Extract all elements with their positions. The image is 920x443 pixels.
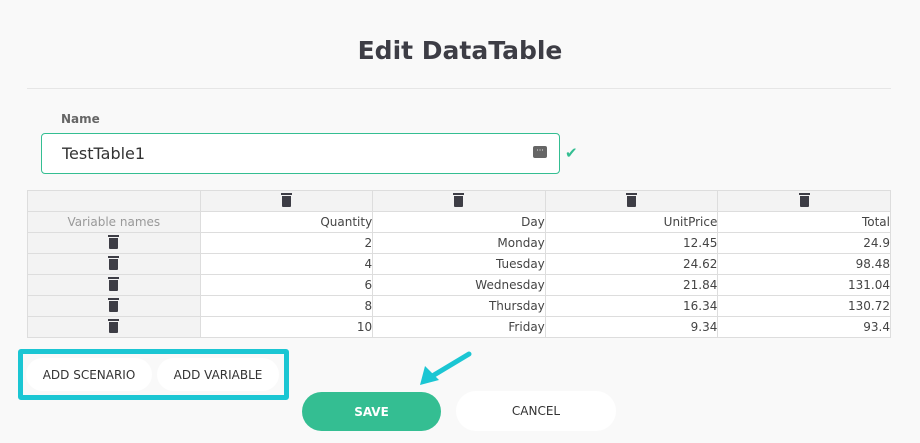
keyboard-icon[interactable]: ··· — [533, 146, 547, 158]
header-row: Variable names Quantity Day UnitPrice Total — [27, 211, 891, 233]
variable-names-header: Variable names — [27, 211, 201, 233]
table-cell[interactable]: Thursday — [372, 295, 546, 317]
delete-column-row — [27, 190, 891, 212]
table-cell[interactable]: Friday — [372, 316, 546, 338]
table-cell[interactable]: 98.48 — [717, 253, 891, 275]
table-cell[interactable]: 9.34 — [544, 316, 719, 338]
trash-icon[interactable] — [453, 193, 465, 207]
table-cell[interactable]: 24.62 — [544, 253, 719, 275]
table-cell[interactable]: 93.4 — [717, 316, 891, 338]
save-button[interactable]: SAVE — [302, 392, 441, 431]
cancel-button[interactable]: CANCEL — [456, 391, 616, 431]
data-table: Variable names Quantity Day UnitPrice Total 2… — [27, 190, 891, 338]
column-header[interactable]: UnitPrice — [544, 211, 719, 233]
trash-icon[interactable] — [108, 256, 120, 270]
table-cell[interactable]: 12.45 — [544, 232, 719, 254]
table-cell[interactable]: 130.72 — [717, 295, 891, 317]
trash-icon[interactable] — [108, 277, 120, 291]
arrow-pointer — [420, 351, 472, 385]
table-cell[interactable]: Monday — [372, 232, 546, 254]
table-cell[interactable]: 21.84 — [544, 274, 719, 296]
table-row: 4 Tuesday 24.62 98.48 — [27, 253, 891, 275]
table-cell[interactable]: 16.34 — [544, 295, 719, 317]
column-header[interactable]: Day — [372, 211, 546, 233]
trash-icon[interactable] — [798, 193, 810, 207]
name-input[interactable] — [41, 133, 560, 174]
trash-icon[interactable] — [108, 235, 120, 249]
table-cell[interactable]: 8 — [199, 295, 374, 317]
table-cell[interactable]: 4 — [199, 253, 374, 275]
trash-icon[interactable] — [108, 319, 120, 333]
divider — [27, 88, 891, 89]
highlight-box — [18, 349, 289, 400]
delete-row-button[interactable] — [27, 253, 201, 275]
page-title: Edit DataTable — [357, 36, 563, 65]
table-cell[interactable]: Tuesday — [372, 253, 546, 275]
table-cell[interactable]: 131.04 — [717, 274, 891, 296]
table-cell[interactable]: 24.9 — [717, 232, 891, 254]
delete-row-button[interactable] — [27, 295, 201, 317]
add-variable-button[interactable]: ADD VARIABLE — [157, 358, 279, 391]
table-cell[interactable]: 10 — [199, 316, 374, 338]
delete-row-button[interactable] — [27, 232, 201, 254]
trash-icon[interactable] — [280, 193, 292, 207]
table-row: 10 Friday 9.34 93.4 — [27, 316, 891, 338]
delete-row-button[interactable] — [27, 316, 201, 338]
add-scenario-button[interactable]: ADD SCENARIO — [26, 358, 152, 391]
table-row: 2 Monday 12.45 24.9 — [27, 232, 891, 254]
table-cell[interactable]: Wednesday — [372, 274, 546, 296]
trash-icon[interactable] — [626, 193, 638, 207]
delete-row-button[interactable] — [27, 274, 201, 296]
column-header[interactable]: Quantity — [199, 211, 374, 233]
delete-column-button[interactable] — [199, 190, 374, 212]
column-header[interactable]: Total — [717, 211, 891, 233]
delete-column-button[interactable] — [717, 190, 891, 212]
trash-icon[interactable] — [108, 298, 120, 312]
name-label: Name — [61, 112, 100, 126]
delete-column-button[interactable] — [372, 190, 546, 212]
table-cell[interactable]: 6 — [199, 274, 374, 296]
table-cell[interactable]: 2 — [199, 232, 374, 254]
table-row: 6 Wednesday 21.84 131.04 — [27, 274, 891, 296]
delete-column-button[interactable] — [544, 190, 719, 212]
table-row: 8 Thursday 16.34 130.72 — [27, 295, 891, 317]
check-icon: ✔ — [565, 144, 578, 162]
